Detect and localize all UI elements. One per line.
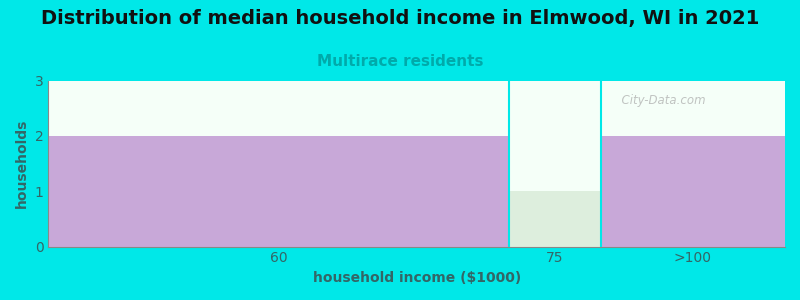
Text: Multirace residents: Multirace residents xyxy=(317,54,483,69)
X-axis label: household income ($1000): household income ($1000) xyxy=(313,271,521,285)
Bar xyxy=(509,191,601,247)
Y-axis label: households: households xyxy=(15,119,29,208)
Text: City-Data.com: City-Data.com xyxy=(614,94,706,107)
Bar xyxy=(601,136,785,247)
Bar xyxy=(48,136,509,247)
Text: Distribution of median household income in Elmwood, WI in 2021: Distribution of median household income … xyxy=(41,9,759,28)
